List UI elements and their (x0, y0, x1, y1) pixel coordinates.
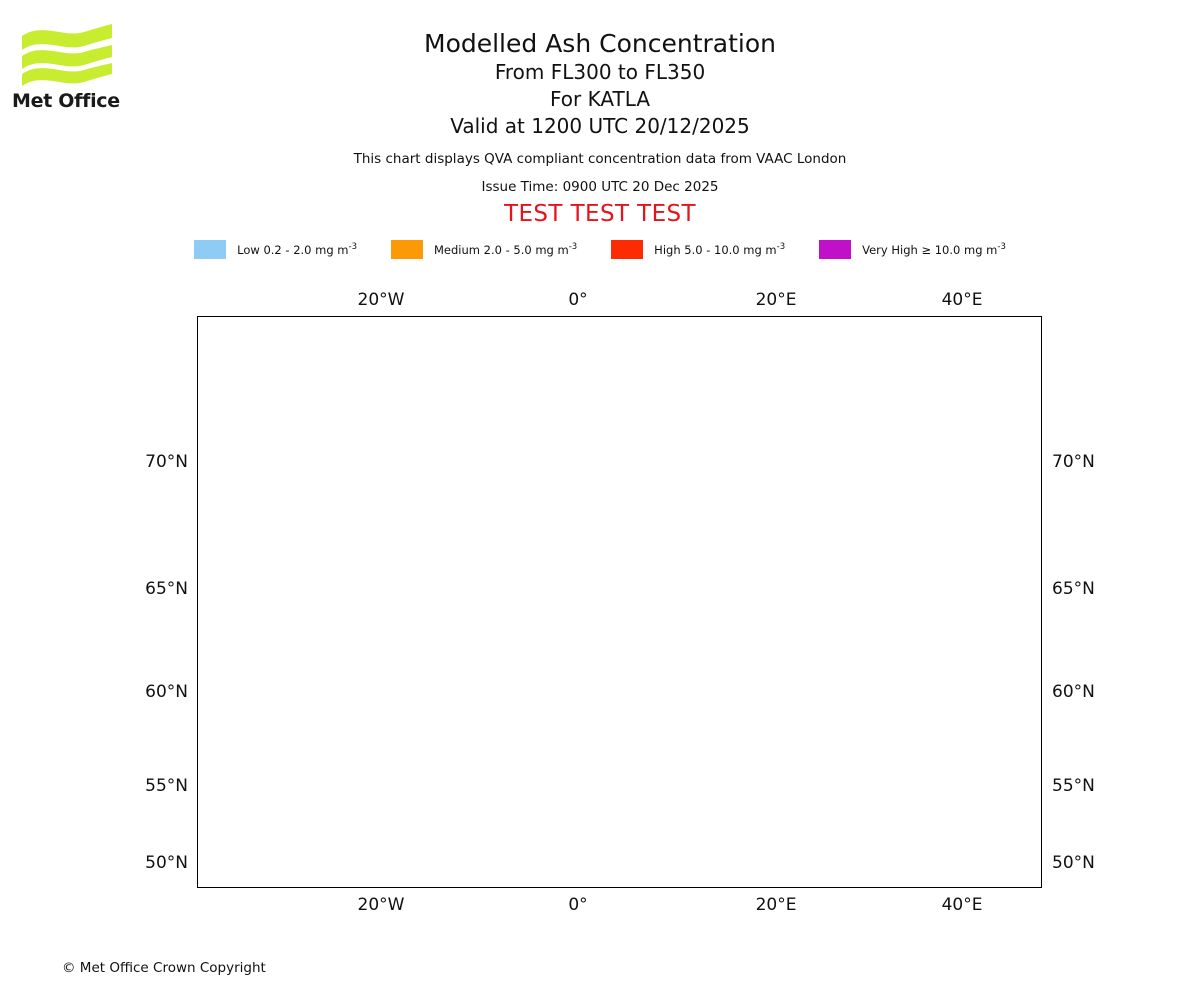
copyright-notice: © Met Office Crown Copyright (62, 960, 266, 976)
lat-label-left-3: 55°N (145, 776, 188, 796)
lat-label-left-2: 60°N (145, 682, 188, 702)
legend-item-high: High 5.0 - 10.0 mg m-3 (611, 240, 819, 259)
lat-label-left-1: 65°N (145, 579, 188, 599)
volcano-subtitle: For KATLA (550, 87, 650, 111)
lat-label-right-0: 70°N (1052, 452, 1095, 472)
lon-label-top-1: 0° (568, 290, 588, 310)
legend-label-medium: Medium 2.0 - 5.0 mg m-3 (433, 242, 578, 257)
legend-label-very-high: Very High ≥ 10.0 mg m-3 (862, 242, 1006, 257)
qva-note: This chart displays QVA compliant concen… (353, 151, 847, 167)
legend-swatch-medium (390, 240, 423, 259)
lon-label-bottom-3: 40°E (941, 895, 983, 915)
lon-label-top-3: 40°E (941, 290, 983, 310)
lat-label-right-2: 60°N (1052, 682, 1095, 702)
legend-swatch-low (194, 240, 227, 259)
lon-label-bottom-0: 20°W (357, 895, 405, 915)
brand-name: Met Office (12, 90, 120, 112)
issue-time: Issue Time: 0900 UTC 20 Dec 2025 (481, 179, 719, 195)
lon-label-bottom-1: 0° (568, 895, 588, 915)
lon-label-top-2: 20°E (755, 290, 797, 310)
title-block: Modelled Ash Concentration From FL300 to… (0, 28, 1200, 227)
lat-label-left-0: 70°N (145, 452, 188, 472)
met-office-waves-logo (12, 22, 122, 112)
lat-label-right-3: 55°N (1052, 776, 1095, 796)
map-border (197, 316, 1042, 888)
test-banner: TEST TEST TEST (504, 201, 696, 227)
lon-label-top-0: 20°W (357, 290, 405, 310)
legend-item-low: Low 0.2 - 2.0 mg m-3 (194, 240, 391, 259)
lat-label-left-4: 50°N (145, 853, 188, 873)
lat-label-right-1: 65°N (1052, 579, 1095, 599)
legend-item-medium: Medium 2.0 - 5.0 mg m-3 (390, 240, 611, 259)
valid-time-subtitle: Valid at 1200 UTC 20/12/2025 (450, 114, 750, 138)
legend-swatch-high (611, 240, 644, 259)
legend-label-high: High 5.0 - 10.0 mg m-3 (654, 242, 786, 257)
legend-swatch-very-high (819, 240, 852, 259)
legend-item-very-high: Very High ≥ 10.0 mg m-3 (819, 240, 1006, 259)
map-panel[interactable] (197, 316, 1042, 888)
lon-label-bottom-2: 20°E (755, 895, 797, 915)
concentration-legend: Low 0.2 - 2.0 mg m-3 Medium 2.0 - 5.0 mg… (0, 240, 1200, 259)
page-title: Modelled Ash Concentration (424, 29, 776, 58)
lat-label-right-4: 50°N (1052, 853, 1095, 873)
flight-level-subtitle: From FL300 to FL350 (494, 60, 706, 84)
legend-label-low: Low 0.2 - 2.0 mg m-3 (237, 242, 357, 257)
